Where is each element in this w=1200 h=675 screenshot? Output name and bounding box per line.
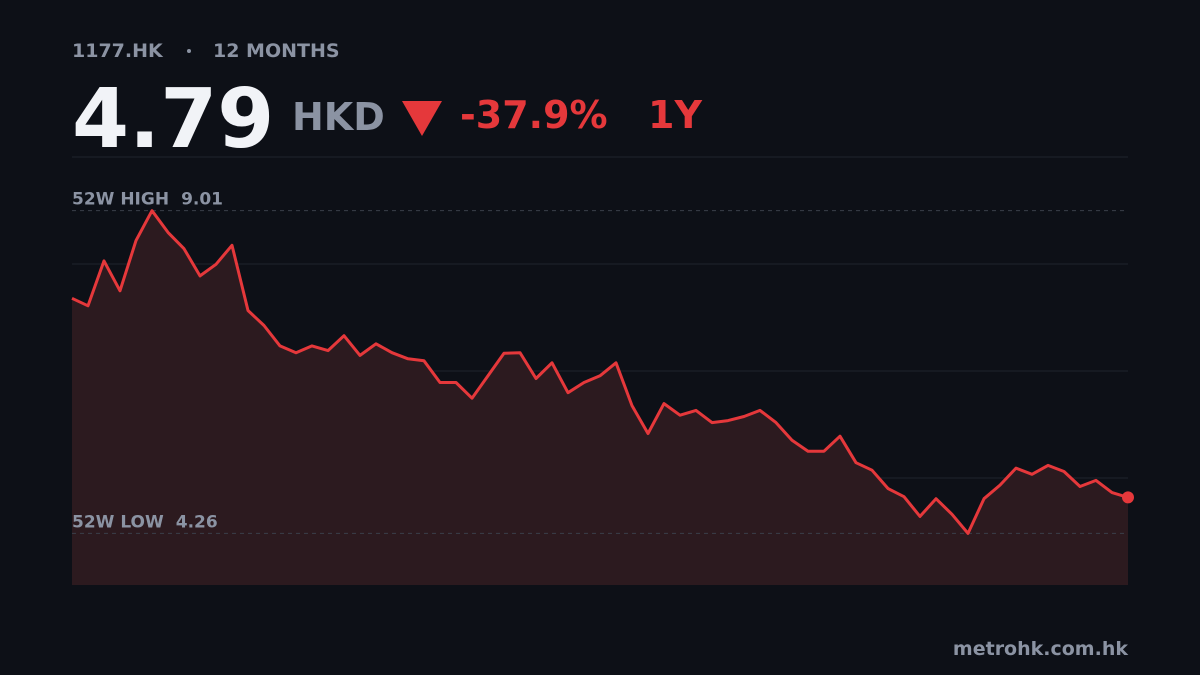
reference-name: 52W LOW bbox=[72, 512, 164, 532]
ticker: 1177.HK bbox=[72, 40, 164, 62]
change: -37.9% bbox=[460, 93, 608, 137]
plot: 52W HIGH 9.01 52W LOW 4.26 bbox=[71, 190, 1134, 585]
reference-name: 52W HIGH bbox=[72, 190, 169, 210]
line bbox=[71, 209, 1129, 535]
source: metrohk.com.hk bbox=[953, 638, 1128, 660]
currency: HKD bbox=[292, 95, 385, 139]
last-point bbox=[1122, 491, 1134, 504]
reference-label: 52W HIGH 9.01 bbox=[72, 190, 223, 210]
period: 12 MONTHS bbox=[213, 40, 340, 62]
reference-label: 52W LOW 4.26 bbox=[72, 512, 218, 532]
separator bbox=[187, 49, 191, 53]
reference-value: 9.01 bbox=[181, 190, 223, 210]
area bbox=[72, 210, 1128, 585]
change-period: 1Y bbox=[648, 93, 702, 137]
price: 4.79 bbox=[72, 72, 274, 167]
reference-value: 4.26 bbox=[176, 512, 218, 532]
down-arrow bbox=[402, 101, 442, 136]
